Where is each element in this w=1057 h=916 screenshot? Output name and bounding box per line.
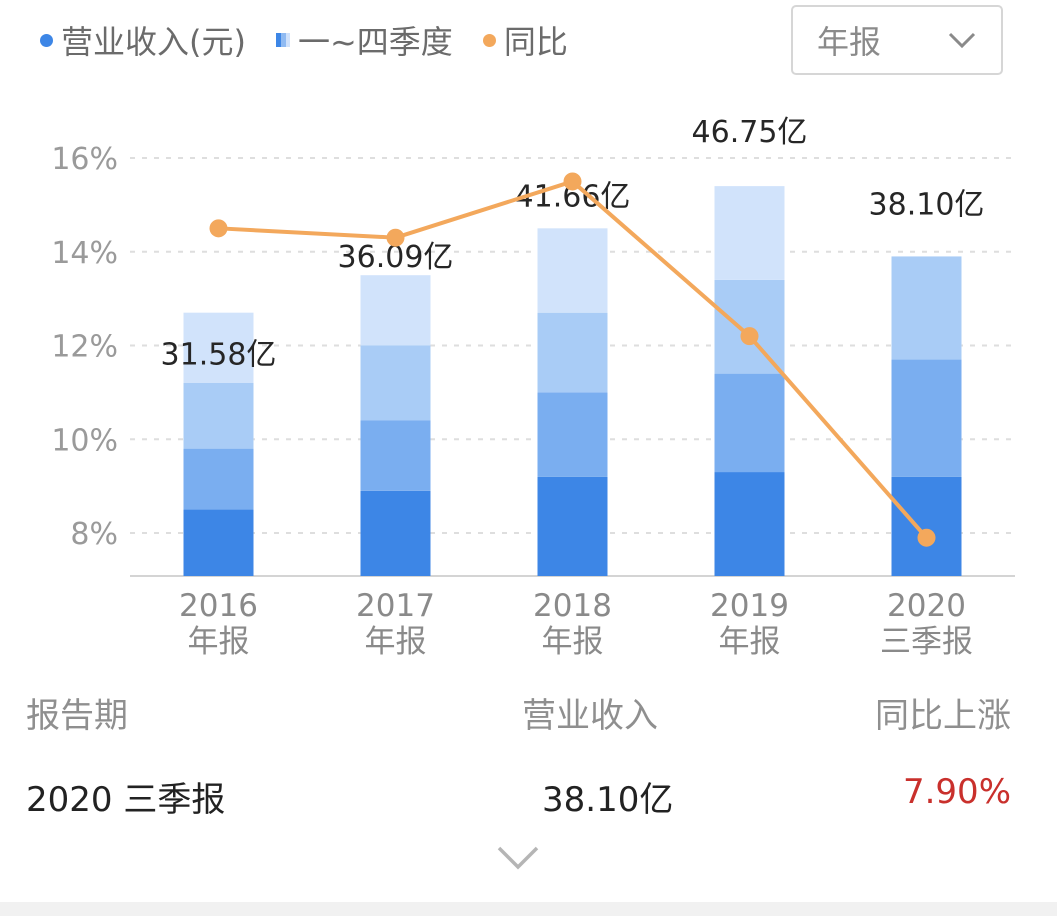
x-tick-label-year: 2020 [887, 588, 966, 624]
y-tick-label: 14% [51, 236, 118, 271]
bar-value-label: 31.58亿 [161, 338, 277, 373]
y-tick-label: 8% [70, 517, 118, 552]
bar-segment-q4 [714, 186, 785, 280]
table-header-revenue: 营业收入 [522, 696, 658, 736]
yoy-point [386, 228, 405, 247]
bar-segment-q3 [714, 279, 785, 374]
x-tick-label-period: 年报 [365, 624, 427, 660]
legend-item-quarters[interactable]: 一~四季度 [275, 17, 453, 63]
yoy-point [209, 219, 228, 238]
table-header-period: 报告期 [26, 696, 128, 736]
x-tick-label-year: 2018 [533, 588, 612, 624]
legend-item-yoy[interactable]: 同比 [482, 17, 568, 63]
bar-segment-q1 [891, 476, 962, 576]
legend-dot-icon [482, 33, 496, 47]
bottom-divider [0, 902, 1057, 916]
yoy-point [563, 172, 582, 191]
bar-value-label: 46.75亿 [692, 115, 808, 150]
bar-segment-q1 [537, 476, 608, 576]
chevron-down-icon [948, 32, 976, 49]
x-tick-label-period: 三季报 [880, 624, 973, 660]
x-tick-label-year: 2019 [710, 588, 789, 624]
bar-segment-q3 [360, 345, 431, 421]
bar-segment-q3 [183, 383, 254, 449]
bar-segment-q2 [183, 448, 254, 510]
table-header-yoy: 同比上涨 [875, 696, 1011, 736]
bar-segment-q1 [183, 509, 254, 576]
bar-segment-q1 [360, 490, 431, 576]
bar-segment-q4 [537, 228, 608, 313]
bar-segment-q4 [183, 312, 254, 383]
yoy-point [740, 327, 759, 346]
bar-segment-q3 [891, 256, 962, 360]
bar-segment-q2 [537, 392, 608, 477]
revenue-chart: 16%14%12%10%8%2016年报2017年报2018年报2019年报20… [51, 115, 1015, 660]
chart-legend: 营业收入(元) 一~四季度 同比 [40, 18, 568, 62]
bar-segment-q3 [537, 312, 608, 393]
x-tick-label-period: 年报 [719, 624, 781, 660]
x-tick-label-year: 2016 [179, 588, 258, 624]
bar-segment-q2 [891, 359, 962, 477]
bar-segment-q1 [714, 472, 785, 576]
dropdown-selected-value: 年报 [817, 23, 882, 61]
table-cell-yoy: 7.90% [902, 772, 1011, 812]
y-tick-label: 10% [51, 423, 118, 458]
report-type-dropdown[interactable]: 年报 [791, 5, 1003, 75]
legend-item-revenue[interactable]: 营业收入(元) [40, 17, 246, 63]
x-tick-label-year: 2017 [356, 588, 435, 624]
x-tick-label-period: 年报 [188, 624, 250, 660]
legend-label-revenue: 营业收入(元) [61, 23, 246, 61]
legend-dot-icon [40, 33, 53, 47]
yoy-point [917, 528, 936, 547]
bar-segment-q2 [714, 373, 785, 473]
legend-label-yoy: 同比 [503, 23, 568, 61]
y-tick-label: 16% [51, 142, 118, 177]
x-tick-label-period: 年报 [542, 624, 604, 660]
expand-chevron-icon[interactable] [495, 838, 541, 878]
table-cell-revenue: 38.10亿 [542, 780, 674, 820]
legend-gradient-square-icon [275, 33, 290, 47]
y-tick-label: 12% [51, 330, 118, 365]
bar-segment-q2 [360, 420, 431, 491]
table-cell-period: 2020 三季报 [26, 780, 226, 820]
bar-segment-q4 [360, 275, 431, 346]
bar-value-label: 38.10亿 [869, 187, 985, 222]
legend-label-quarters: 一~四季度 [297, 23, 453, 61]
